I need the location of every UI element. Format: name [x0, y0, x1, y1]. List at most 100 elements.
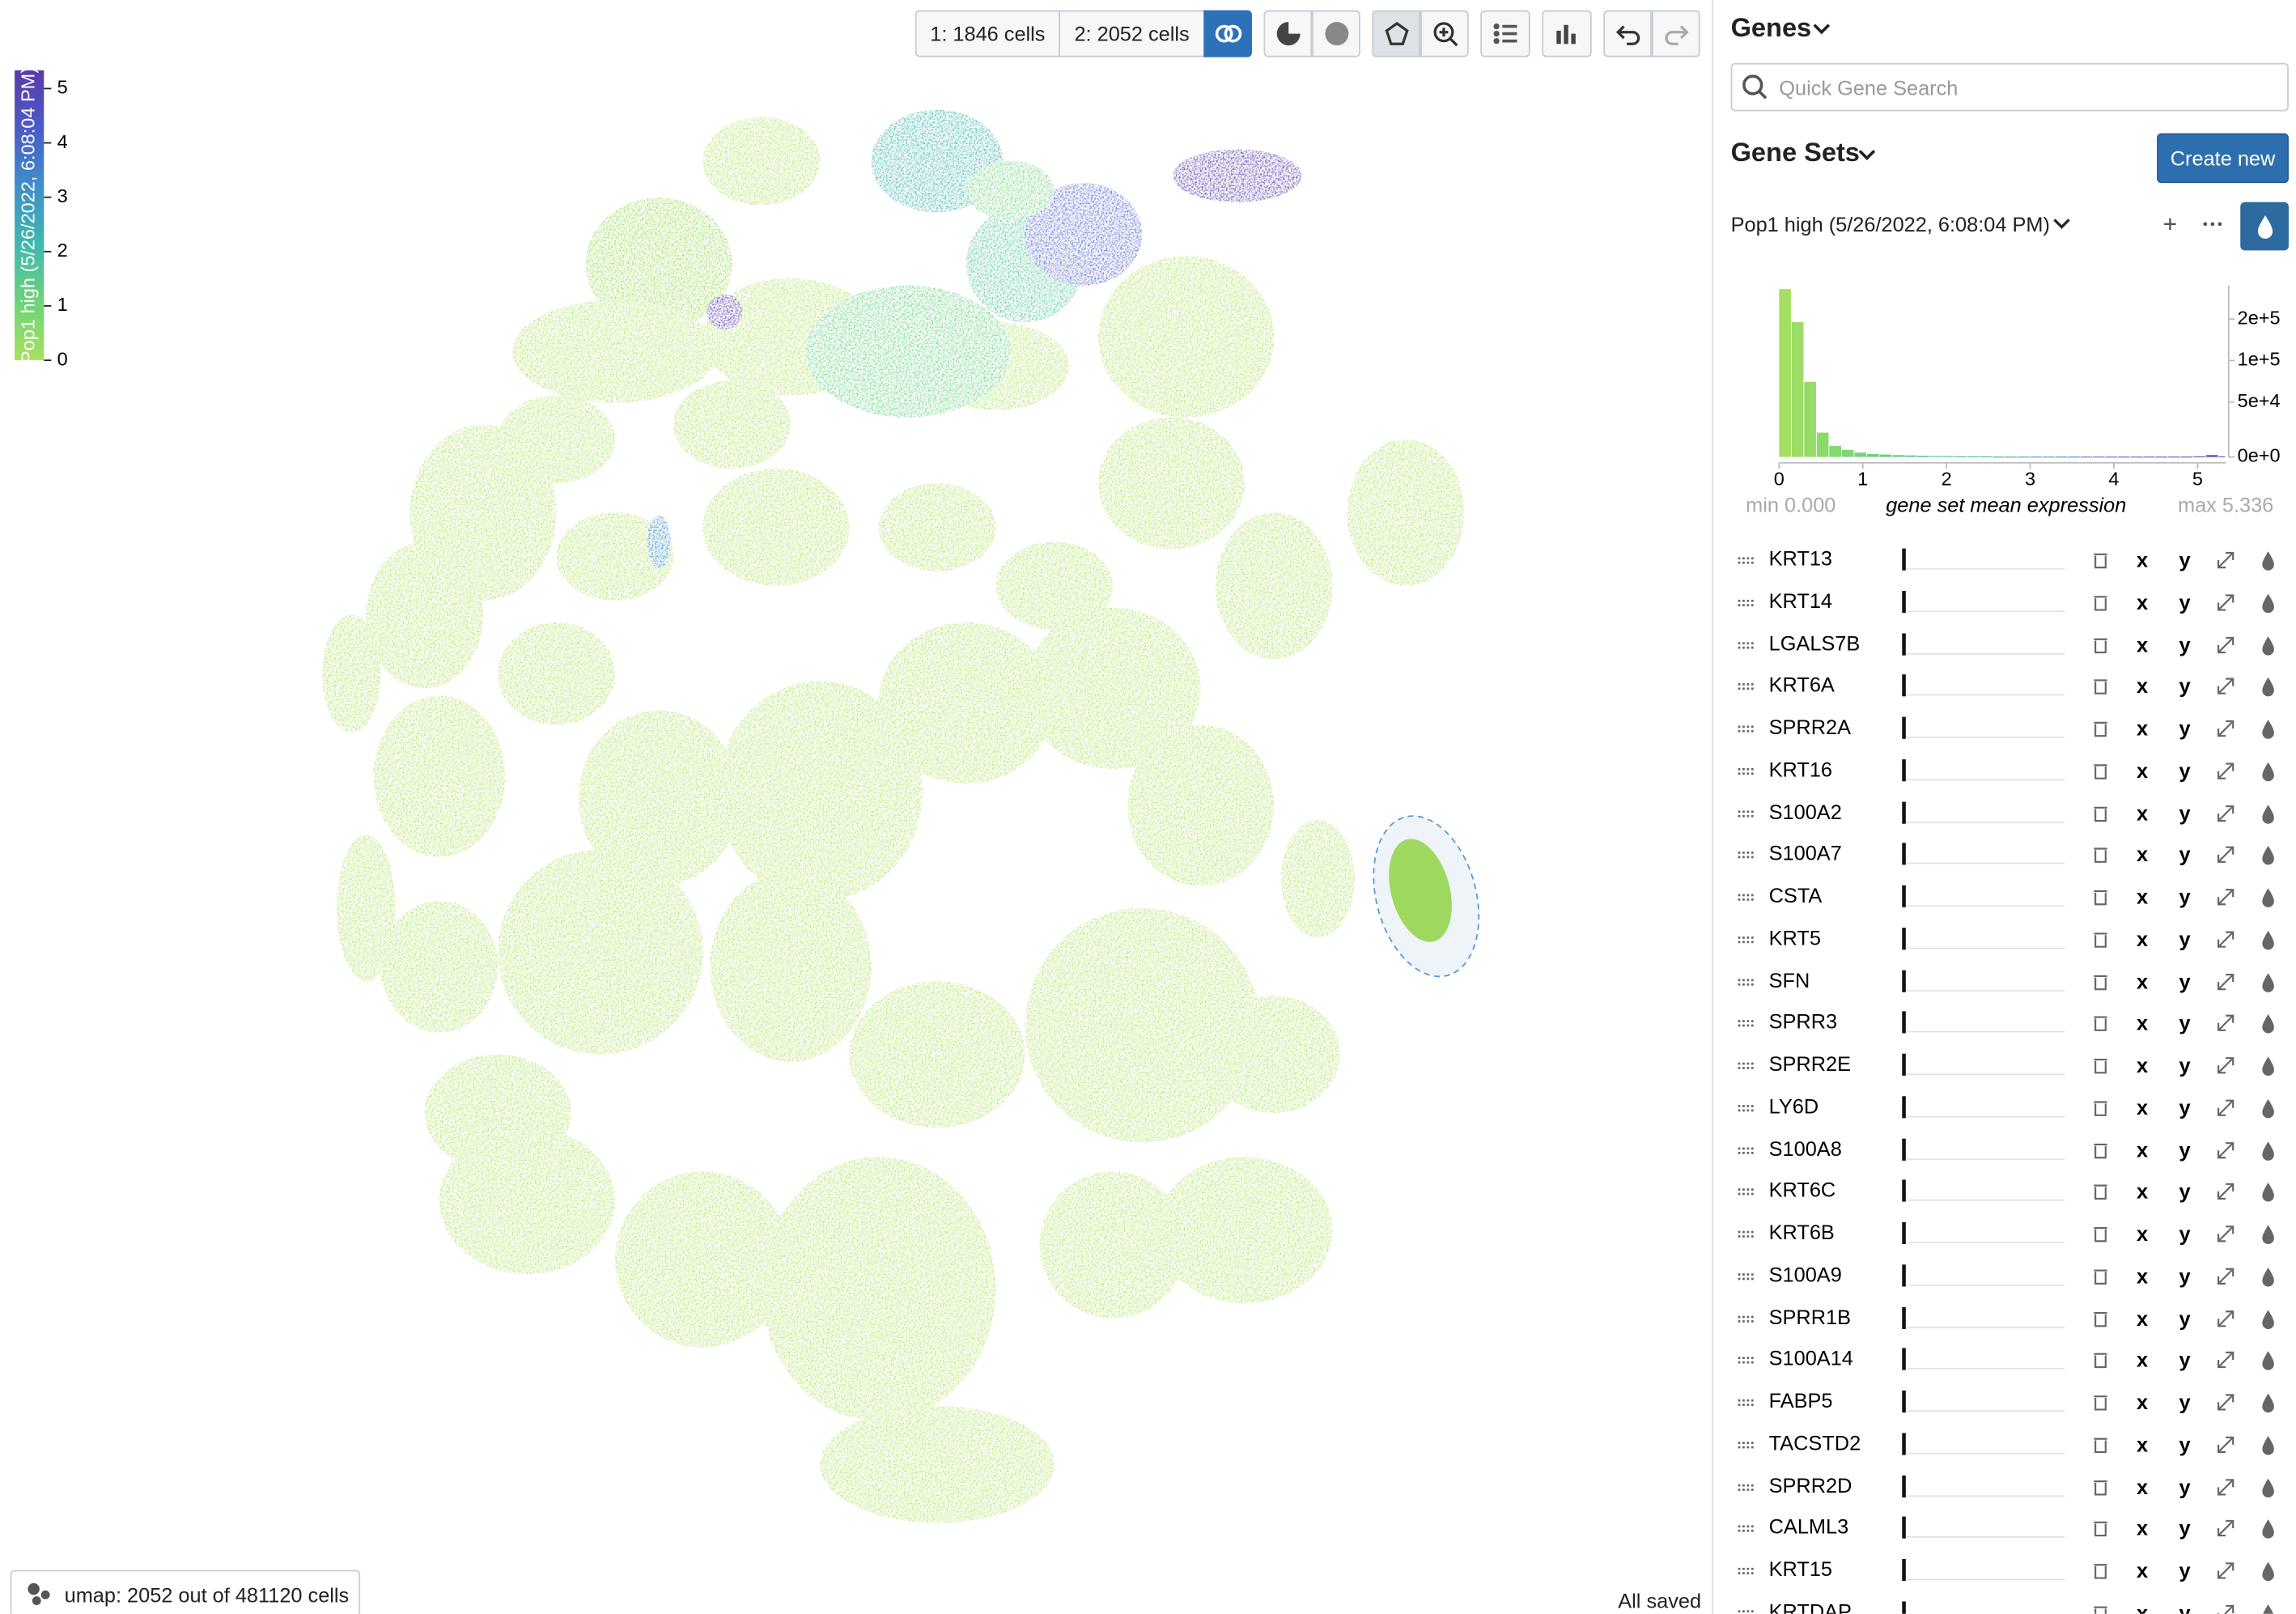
x-axis-button[interactable]: x: [2137, 1223, 2148, 1246]
gene-row[interactable]: SFN x y: [1713, 960, 2296, 1002]
expand-button[interactable]: [2217, 973, 2234, 990]
remove-gene-button[interactable]: [2094, 721, 2107, 737]
y-axis-button[interactable]: y: [2179, 1265, 2190, 1288]
remove-gene-button[interactable]: [2094, 1438, 2107, 1453]
color-by-gene-button[interactable]: [2262, 846, 2274, 865]
gene-sets-heading[interactable]: Gene Sets: [1730, 138, 1860, 168]
color-by-gene-button[interactable]: [2262, 1519, 2274, 1540]
gene-row[interactable]: S100A9 x y: [1713, 1255, 2296, 1297]
remove-gene-button[interactable]: [2094, 1269, 2107, 1285]
expand-button[interactable]: [2217, 1310, 2234, 1327]
remove-gene-button[interactable]: [2094, 1564, 2107, 1579]
color-by-gene-button[interactable]: [2262, 635, 2274, 655]
gene-name[interactable]: KRT14: [1769, 590, 1832, 613]
y-axis-button[interactable]: y: [2179, 1476, 2190, 1498]
y-axis-button[interactable]: y: [2179, 928, 2190, 951]
remove-gene-button[interactable]: [2094, 1058, 2107, 1074]
x-axis-button[interactable]: x: [2137, 1265, 2148, 1288]
gene-row[interactable]: SPRR1B x y: [1713, 1297, 2296, 1339]
x-axis-button[interactable]: x: [2137, 1560, 2148, 1582]
color-by-gene-button[interactable]: [2262, 1140, 2274, 1160]
zoom-button[interactable]: [1420, 10, 1469, 57]
gene-name[interactable]: CSTA: [1769, 885, 1823, 907]
create-gene-set-button[interactable]: Create new: [2157, 133, 2289, 184]
x-axis-button[interactable]: x: [2137, 1518, 2148, 1540]
expand-button[interactable]: [2217, 593, 2234, 611]
cell-set-1-button[interactable]: 1: 1846 cells: [915, 10, 1060, 57]
y-axis-button[interactable]: y: [2179, 971, 2190, 993]
y-axis-button[interactable]: y: [2179, 886, 2190, 909]
expand-button[interactable]: [2217, 931, 2234, 948]
y-axis-button[interactable]: y: [2179, 1433, 2190, 1456]
expand-button[interactable]: [2217, 551, 2234, 569]
x-axis-button[interactable]: x: [2137, 1349, 2148, 1372]
remove-gene-button[interactable]: [2094, 1016, 2107, 1032]
remove-gene-button[interactable]: [2094, 1185, 2107, 1200]
color-by-gene-button[interactable]: [2262, 1435, 2274, 1455]
add-gene-button[interactable]: [2162, 215, 2179, 233]
x-axis-button[interactable]: x: [2137, 1013, 2148, 1035]
y-axis-button[interactable]: y: [2179, 760, 2190, 783]
remove-gene-button[interactable]: [2094, 679, 2107, 695]
color-by-gene-button[interactable]: [2262, 1309, 2274, 1329]
remove-gene-button[interactable]: [2094, 974, 2107, 990]
remove-gene-button[interactable]: [2094, 553, 2107, 569]
color-by-gene-button[interactable]: [2262, 1393, 2274, 1413]
expand-button[interactable]: [2217, 1268, 2234, 1285]
gene-row[interactable]: KRT16 x y: [1713, 750, 2296, 792]
x-axis-button[interactable]: x: [2137, 844, 2148, 867]
color-by-gene-button[interactable]: [2262, 1014, 2274, 1034]
y-axis-button[interactable]: y: [2179, 844, 2190, 867]
color-by-gene-button[interactable]: [2262, 804, 2274, 823]
expand-button[interactable]: [2217, 805, 2234, 822]
remove-gene-button[interactable]: [2094, 1353, 2107, 1369]
gene-row[interactable]: SPRR2E x y: [1713, 1044, 2296, 1086]
x-axis-button[interactable]: x: [2137, 1181, 2148, 1204]
gene-name[interactable]: S100A7: [1769, 843, 1842, 865]
embedding-selector[interactable]: umap: 2052 out of 481120 cells: [10, 1569, 361, 1614]
more-button[interactable]: [2201, 219, 2224, 228]
gene-row[interactable]: KRT13 x y: [1713, 539, 2296, 581]
undo-button[interactable]: [1603, 10, 1652, 57]
gene-row[interactable]: TACSTD2 x y: [1713, 1423, 2296, 1465]
histogram-button[interactable]: [1542, 10, 1592, 57]
gene-row[interactable]: SPRR2A x y: [1713, 707, 2296, 750]
gene-name[interactable]: KRT16: [1769, 758, 1832, 781]
y-axis-button[interactable]: y: [2179, 1307, 2190, 1330]
gene-name[interactable]: KRT6A: [1769, 674, 1835, 697]
remove-gene-button[interactable]: [2094, 890, 2107, 906]
y-axis-button[interactable]: y: [2179, 802, 2190, 825]
color-by-gene-button[interactable]: [2262, 551, 2274, 571]
genes-heading[interactable]: Genes: [1730, 13, 1812, 43]
gene-name[interactable]: LY6D: [1769, 1095, 1819, 1118]
color-by-gene-button[interactable]: [2262, 972, 2274, 992]
color-by-gene-button[interactable]: [2262, 1183, 2274, 1202]
x-axis-button[interactable]: x: [2137, 1602, 2148, 1614]
gene-name[interactable]: TACSTD2: [1769, 1432, 1861, 1455]
y-axis-button[interactable]: y: [2179, 1055, 2190, 1077]
subset-button[interactable]: [1263, 10, 1313, 57]
x-axis-button[interactable]: x: [2137, 1433, 2148, 1456]
y-axis-button[interactable]: y: [2179, 592, 2190, 614]
gene-name[interactable]: SPRR1B: [1769, 1306, 1851, 1328]
gene-name[interactable]: LGALS7B: [1769, 632, 1861, 655]
color-by-gene-button[interactable]: [2262, 1225, 2274, 1245]
y-axis-button[interactable]: y: [2179, 1097, 2190, 1119]
reset-subset-button[interactable]: [1312, 10, 1360, 57]
x-axis-button[interactable]: x: [2137, 971, 2148, 993]
y-axis-button[interactable]: y: [2179, 1223, 2190, 1246]
gene-name[interactable]: KRTDAP: [1769, 1600, 1852, 1614]
remove-gene-button[interactable]: [2094, 1311, 2107, 1327]
gene-row[interactable]: KRTDAP x y: [1713, 1591, 2296, 1614]
expand-button[interactable]: [2217, 677, 2234, 695]
categories-button[interactable]: [1480, 10, 1530, 57]
expand-button[interactable]: [2217, 1562, 2234, 1579]
x-axis-button[interactable]: x: [2137, 802, 2148, 825]
expand-button[interactable]: [2217, 762, 2234, 779]
gene-row[interactable]: KRT15 x y: [1713, 1549, 2296, 1591]
x-axis-button[interactable]: x: [2137, 1307, 2148, 1330]
remove-gene-button[interactable]: [2094, 1100, 2107, 1116]
expand-button[interactable]: [2217, 1225, 2234, 1242]
y-axis-button[interactable]: y: [2179, 1602, 2190, 1614]
remove-gene-button[interactable]: [2094, 763, 2107, 779]
